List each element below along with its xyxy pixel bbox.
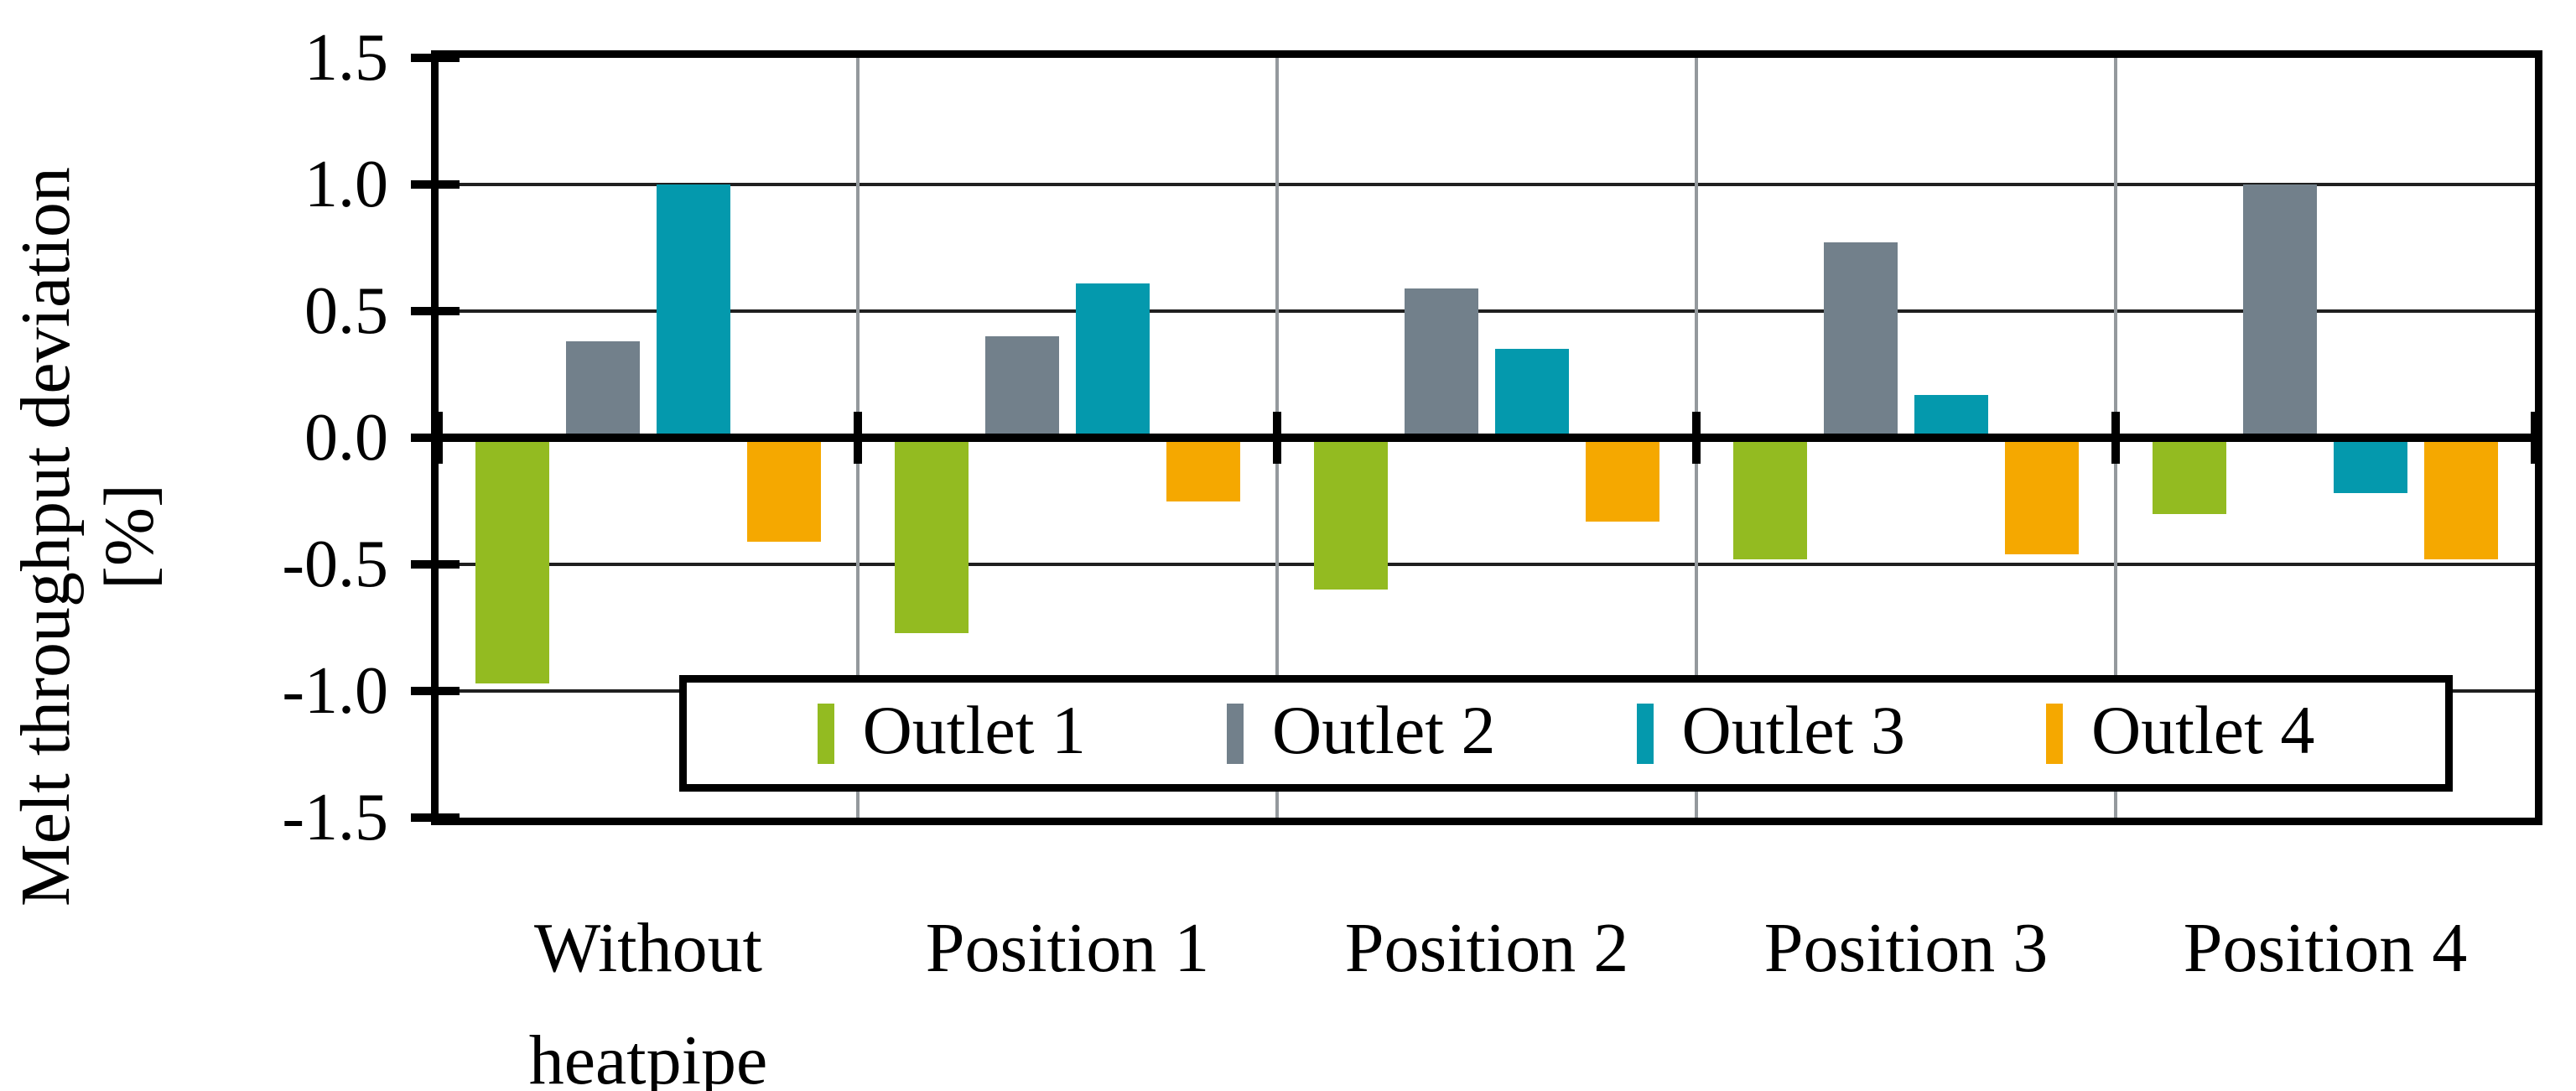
bar-outlet4-cat4 bbox=[2005, 438, 2079, 554]
y-tick-label: -0.5 bbox=[282, 527, 388, 601]
y-tick-mark bbox=[411, 307, 460, 315]
legend-label: Outlet 1 bbox=[862, 691, 1087, 768]
legend-swatch-icon bbox=[1227, 703, 1244, 764]
bar-group-1 bbox=[439, 58, 858, 818]
y-axis-title: Melt throughput deviation [%] bbox=[4, 0, 189, 1091]
y-tick-label: -1.0 bbox=[282, 654, 388, 728]
y-tick-mark bbox=[411, 813, 460, 822]
y-axis-title-text: Melt throughput deviation bbox=[7, 167, 85, 907]
x-category-label: Position 4 bbox=[2183, 909, 2468, 987]
bar-outlet1-cat3 bbox=[1314, 438, 1388, 590]
bar-outlet1-cat2 bbox=[895, 438, 969, 633]
legend-swatch-icon bbox=[2045, 703, 2063, 764]
y-tick-label: 1.0 bbox=[304, 148, 388, 221]
bar-outlet2-cat5 bbox=[2243, 184, 2317, 438]
y-tick-label: -1.5 bbox=[282, 781, 388, 855]
legend-item-outlet2: Outlet 2 bbox=[1227, 691, 1496, 768]
x-category-label: Position 1 bbox=[925, 909, 1210, 987]
legend-item-outlet3: Outlet 3 bbox=[1636, 691, 1905, 768]
bar-outlet3-cat3 bbox=[1495, 349, 1569, 438]
legend-label: Outlet 4 bbox=[2090, 691, 2315, 768]
y-tick-label: 0.5 bbox=[304, 274, 388, 348]
y-axis-title-unit: [%] bbox=[91, 484, 169, 590]
y-tick-label: 1.5 bbox=[304, 21, 388, 95]
y-tick-mark bbox=[411, 687, 460, 695]
bar-outlet1-cat5 bbox=[2153, 438, 2226, 514]
bar-outlet4-cat5 bbox=[2424, 438, 2498, 559]
x-tick-mark bbox=[854, 412, 862, 464]
legend-swatch-icon bbox=[817, 703, 834, 764]
bar-outlet2-cat2 bbox=[985, 336, 1059, 438]
y-tick-mark bbox=[411, 54, 460, 62]
horizontal-gridline bbox=[439, 563, 2535, 566]
x-tick-mark bbox=[1273, 412, 1281, 464]
bar-outlet2-cat4 bbox=[1824, 242, 1898, 438]
x-tick-mark bbox=[1692, 412, 1701, 464]
bar-outlet4-cat1 bbox=[747, 438, 821, 542]
legend-swatch-icon bbox=[1636, 703, 1654, 764]
legend-label: Outlet 2 bbox=[1272, 691, 1496, 768]
legend: Outlet 1 Outlet 2 Outlet 3 Outlet 4 bbox=[679, 675, 2453, 792]
bar-outlet1-cat4 bbox=[1733, 438, 1807, 559]
bar-group-3 bbox=[1277, 58, 1696, 818]
bar-outlet3-cat5 bbox=[2334, 438, 2407, 493]
x-category-label: Position 3 bbox=[1763, 909, 2049, 987]
bar-outlet3-cat2 bbox=[1076, 283, 1150, 438]
legend-item-outlet1: Outlet 1 bbox=[817, 691, 1087, 768]
x-category-label: Without heatpipe bbox=[528, 909, 768, 1091]
bar-outlet2-cat1 bbox=[566, 341, 640, 438]
bar-group-2 bbox=[858, 58, 1277, 818]
x-category-label: Position 2 bbox=[1344, 909, 1629, 987]
bar-outlet1-cat1 bbox=[475, 438, 549, 683]
bar-outlet3-cat4 bbox=[1914, 395, 1988, 438]
bar-outlet4-cat3 bbox=[1586, 438, 1659, 522]
x-tick-mark bbox=[2111, 412, 2120, 464]
horizontal-gridline bbox=[439, 183, 2535, 186]
bar-group-5 bbox=[2116, 58, 2535, 818]
y-tick-mark bbox=[411, 180, 460, 189]
y-tick-label: 0.0 bbox=[304, 401, 388, 475]
y-tick-mark bbox=[411, 560, 460, 569]
legend-label: Outlet 3 bbox=[1681, 691, 1905, 768]
horizontal-gridline bbox=[439, 309, 2535, 313]
legend-item-outlet4: Outlet 4 bbox=[2045, 691, 2315, 768]
zero-axis-line bbox=[439, 434, 2535, 442]
bar-outlet4-cat2 bbox=[1166, 438, 1240, 501]
x-tick-mark bbox=[2531, 412, 2539, 464]
bar-outlet2-cat3 bbox=[1405, 288, 1478, 438]
plot-area: Outlet 1 Outlet 2 Outlet 3 Outlet 4 bbox=[411, 50, 2542, 825]
bar-outlet3-cat1 bbox=[657, 184, 730, 438]
bar-group-4 bbox=[1696, 58, 2116, 818]
x-tick-mark bbox=[434, 412, 443, 464]
